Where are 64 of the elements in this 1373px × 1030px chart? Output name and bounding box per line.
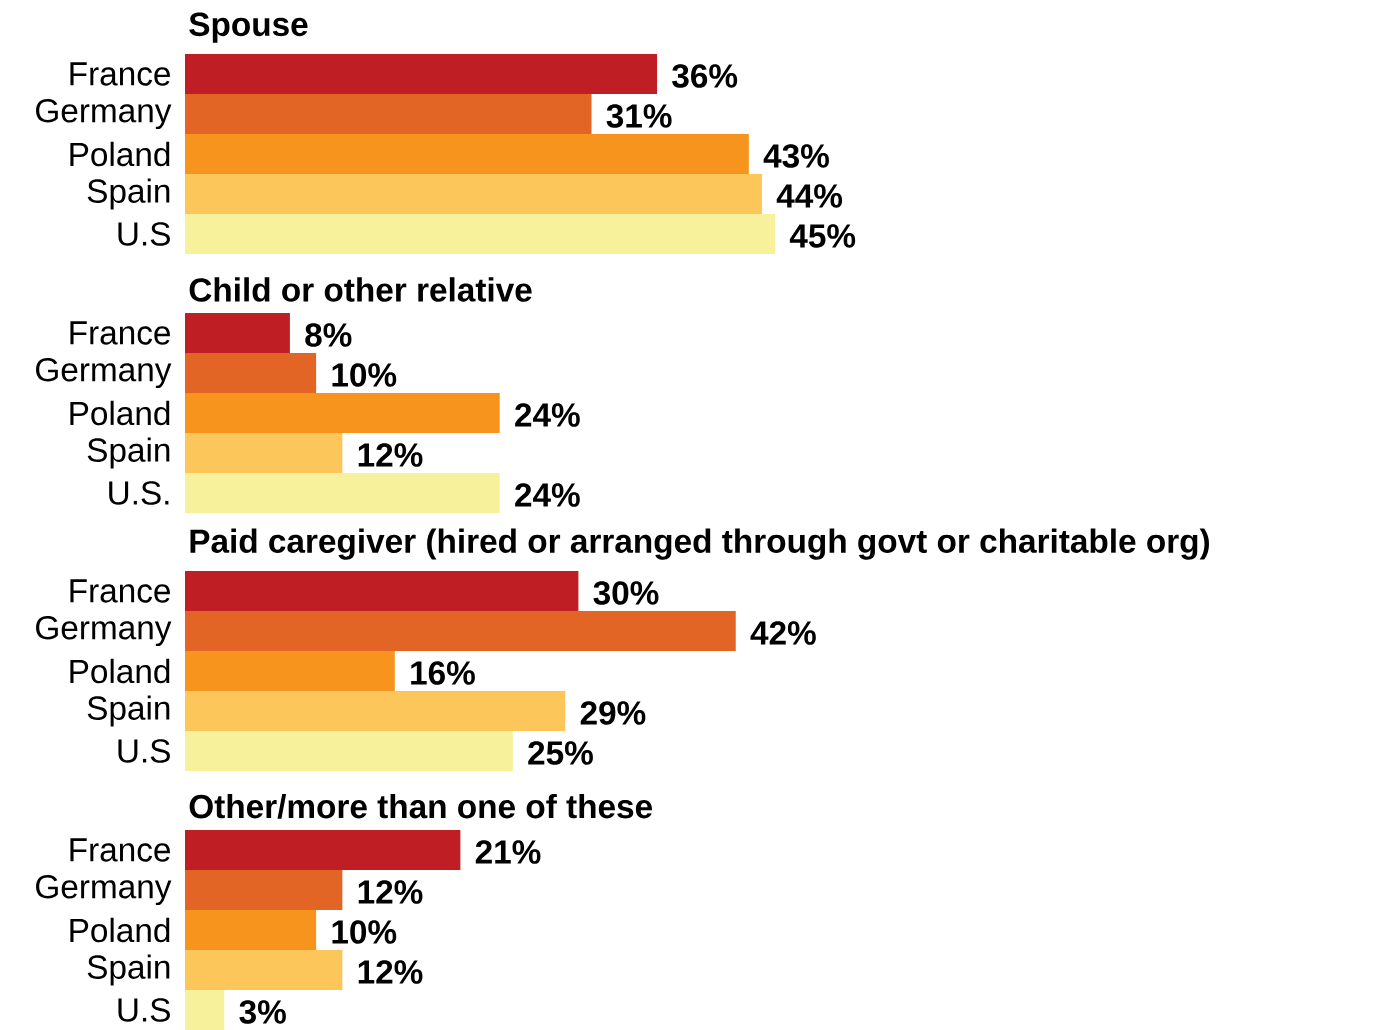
- y-tick-label: Poland: [70, 658, 170, 684]
- data-label: 12%: [358, 960, 423, 984]
- data-label: 29%: [580, 701, 646, 725]
- bar: [185, 173, 762, 214]
- y-tick-label: Germany: [36, 615, 172, 647]
- bar: [185, 989, 225, 1030]
- bar: [185, 909, 317, 950]
- bar: [185, 611, 736, 651]
- bar: [185, 353, 317, 393]
- data-label: 16%: [411, 661, 475, 685]
- chart-title: Other/more than one of these: [189, 793, 652, 819]
- y-tick-label: Germany: [36, 357, 172, 389]
- bar: [185, 691, 566, 731]
- y-tick-label: Spain: [87, 695, 170, 727]
- bar: [185, 730, 513, 771]
- data-label: 24%: [515, 483, 580, 507]
- data-label: 10%: [332, 363, 397, 387]
- data-label: 12%: [358, 443, 423, 467]
- bar: [185, 393, 500, 433]
- bar: [185, 213, 776, 254]
- chart-title: Spouse: [189, 12, 308, 43]
- bar: [185, 313, 290, 353]
- chart-title: Child or other relative: [189, 277, 532, 302]
- chart-title: Paid caregiver (hired or arranged through govt or charitable org): [190, 528, 1209, 560]
- y-tick-label: France: [70, 579, 170, 603]
- y-tick-label: Germany: [36, 98, 172, 130]
- data-label: 25%: [528, 741, 593, 765]
- data-label: 31%: [606, 104, 672, 128]
- bar: [185, 870, 343, 910]
- data-label: 36%: [672, 64, 738, 88]
- bar: [185, 650, 395, 691]
- data-label: 30%: [593, 581, 659, 605]
- bar: [185, 571, 579, 611]
- y-tick-label: U.S.: [109, 481, 169, 505]
- bar: [185, 830, 461, 870]
- data-label: 45%: [789, 224, 856, 248]
- y-tick-label: France: [70, 62, 170, 86]
- y-tick-label: Poland: [70, 400, 170, 426]
- y-tick-label: Spain: [87, 954, 170, 986]
- y-tick-label: Poland: [70, 141, 170, 167]
- y-tick-label: France: [70, 321, 170, 345]
- data-label: 8%: [305, 323, 352, 347]
- data-label: 42%: [750, 621, 816, 645]
- bar: [185, 949, 343, 990]
- bar: [185, 432, 343, 473]
- data-label: 10%: [332, 920, 397, 944]
- y-tick-label: U.S: [118, 998, 170, 1022]
- y-tick-label: Poland: [70, 917, 170, 943]
- data-label: 43%: [763, 144, 829, 168]
- bar: [185, 133, 749, 174]
- data-label: 24%: [515, 403, 580, 427]
- y-tick-label: France: [70, 838, 170, 862]
- data-label: 21%: [475, 840, 541, 864]
- data-label: 44%: [776, 184, 843, 208]
- bar: [185, 472, 500, 513]
- y-tick-label: Spain: [87, 437, 170, 469]
- y-tick-label: Germany: [36, 874, 172, 906]
- bar: [185, 94, 592, 134]
- data-label: 12%: [358, 880, 423, 904]
- y-tick-label: U.S: [118, 739, 170, 763]
- y-tick-label: Spain: [87, 178, 170, 210]
- bar: [185, 54, 658, 94]
- y-tick-label: U.S: [118, 222, 170, 246]
- data-label: 3%: [239, 1000, 286, 1024]
